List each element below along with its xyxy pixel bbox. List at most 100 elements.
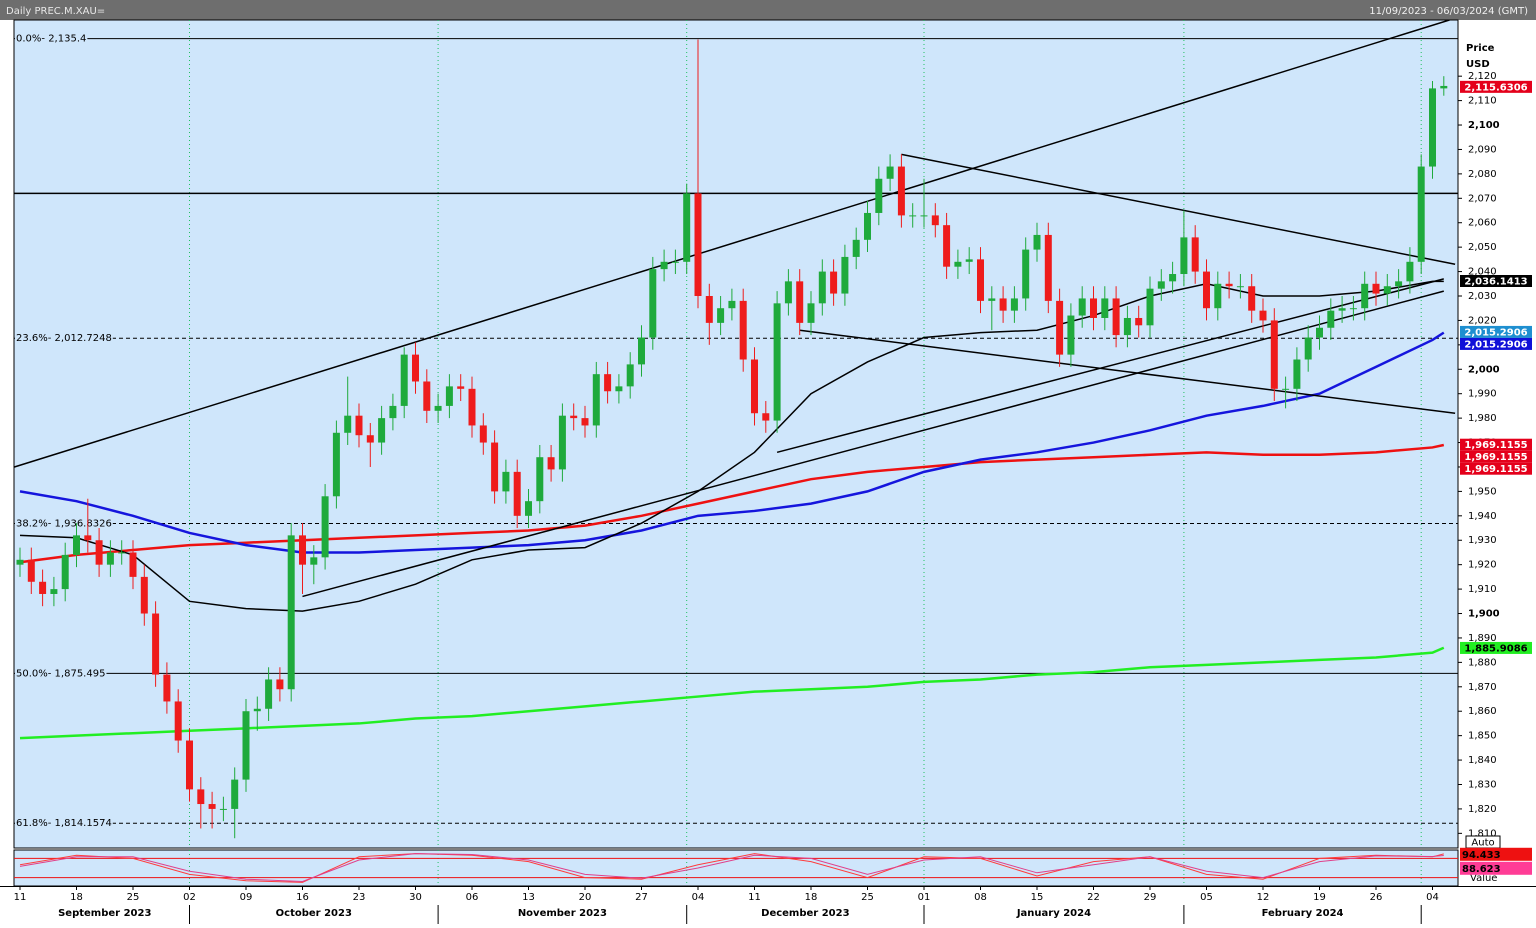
candle-body (186, 740, 193, 790)
oscillator-line (19, 853, 1444, 882)
y-tick-label: 2,120 (1468, 71, 1497, 82)
y-tick-label: 2,000 (1468, 364, 1500, 375)
candle-body (649, 269, 657, 338)
month-label: January 2024 (1016, 908, 1091, 919)
candle-body (886, 166, 894, 179)
candle-body (977, 259, 984, 301)
price-label-box (1460, 462, 1532, 475)
x-tick-label: 25 (861, 892, 874, 903)
candle-body (355, 415, 363, 436)
candle-body (1304, 337, 1312, 360)
y-tick-label: 1,900 (1468, 609, 1500, 620)
candle-body (965, 259, 973, 262)
candle-body (208, 804, 216, 809)
candle-body (1270, 320, 1278, 389)
price-label-box (1460, 325, 1532, 338)
candle-body (287, 535, 295, 690)
candle-body (852, 239, 860, 257)
candle-body (174, 701, 182, 741)
candle-body (920, 215, 928, 217)
trendline (14, 20, 1450, 468)
candle-body (728, 300, 736, 309)
candle-body (683, 193, 691, 262)
candle-body (310, 557, 318, 565)
y-tick-label: 1,950 (1468, 486, 1497, 497)
candle-body (671, 261, 679, 263)
candle-body (1022, 249, 1030, 299)
oscillator-area (13, 849, 1459, 887)
candle-body (457, 386, 465, 389)
price-label-box (1460, 641, 1532, 654)
candle-body (705, 296, 713, 323)
candle-body (796, 281, 804, 323)
price-label: 2,015.2906 (1464, 339, 1527, 350)
price-label: 1,969.1155 (1464, 452, 1527, 463)
price-label: 2,015.2906 (1464, 327, 1527, 338)
y-tick-label: 2,090 (1468, 144, 1497, 155)
month-label: November 2023 (518, 908, 607, 919)
candle-body (864, 212, 871, 240)
trendline (776, 278, 1444, 454)
x-tick-label: 12 (1257, 892, 1270, 903)
candle-body (434, 405, 442, 411)
y-tick-label: 1,980 (1468, 413, 1497, 424)
x-tick-label: 01 (918, 892, 931, 903)
candle-body (536, 457, 544, 502)
candle-body (106, 552, 114, 565)
y-tick-label: 2,100 (1468, 120, 1500, 131)
candle-body (660, 261, 668, 270)
candle-body (1101, 298, 1109, 318)
candle-body (253, 708, 261, 712)
candle-body (1327, 310, 1335, 328)
candle-body (39, 581, 47, 594)
candle-body (1395, 281, 1403, 287)
oscillator-label-box (1460, 847, 1532, 861)
chart-title: Daily PREC.M.XAU= (6, 6, 105, 17)
price-label-box (1460, 275, 1532, 287)
candle-body (479, 425, 487, 443)
candle-body (931, 215, 939, 226)
x-tick-label: 19 (1313, 892, 1326, 903)
y-tick-label: 2,020 (1468, 315, 1497, 326)
candle-body (1338, 308, 1346, 311)
candle-body (807, 303, 815, 323)
candle-body (638, 337, 645, 365)
candle-body (615, 386, 623, 392)
y-tick-label: 2,030 (1468, 291, 1497, 302)
moving-average (19, 443, 1445, 564)
candle-body (219, 808, 227, 810)
candle-body (1157, 281, 1165, 289)
price-label: 2,036.1413 (1464, 277, 1527, 288)
plot-layer: 0.0%- 2,135.4 23.6%- 2,012.7248 38.2%- 1,9… (14, 20, 1458, 848)
x-tick-label: 15 (1031, 892, 1044, 903)
candle-body (1078, 298, 1086, 316)
candle-body (332, 432, 340, 497)
candle-body (694, 193, 702, 296)
candle-body (547, 457, 555, 470)
x-tick-label: 20 (579, 892, 592, 903)
y-tick-label: 2,070 (1468, 193, 1497, 204)
candle-body (943, 225, 951, 267)
x-tick-label: 30 (409, 892, 422, 903)
fib-label-bg (15, 817, 113, 830)
candle-body (1067, 315, 1075, 355)
candle-body (197, 789, 205, 805)
plot-area (13, 19, 1459, 849)
date-range: 11/09/2023 - 06/03/2024 (GMT) (1369, 6, 1528, 17)
price-label-box (1460, 438, 1532, 451)
candle-body (909, 215, 917, 217)
fib-label-bg (15, 332, 113, 345)
y-tick-label: 1,930 (1468, 535, 1497, 546)
candle-body (389, 405, 397, 419)
candle-body (299, 535, 306, 565)
candle-body (751, 359, 758, 414)
candle-body (231, 779, 239, 809)
candle-body (1316, 327, 1323, 338)
y-tick-label: 1,990 (1468, 389, 1497, 400)
moving-average (19, 280, 1444, 612)
axis-layer: 1,810 1,820 1,830 1,840 1,850 1,860 1,870 1,880… (14, 71, 1532, 924)
candle-body (739, 300, 747, 360)
y-tick-label: 2,080 (1468, 169, 1497, 180)
price-label: 1,885.9086 (1464, 643, 1527, 654)
